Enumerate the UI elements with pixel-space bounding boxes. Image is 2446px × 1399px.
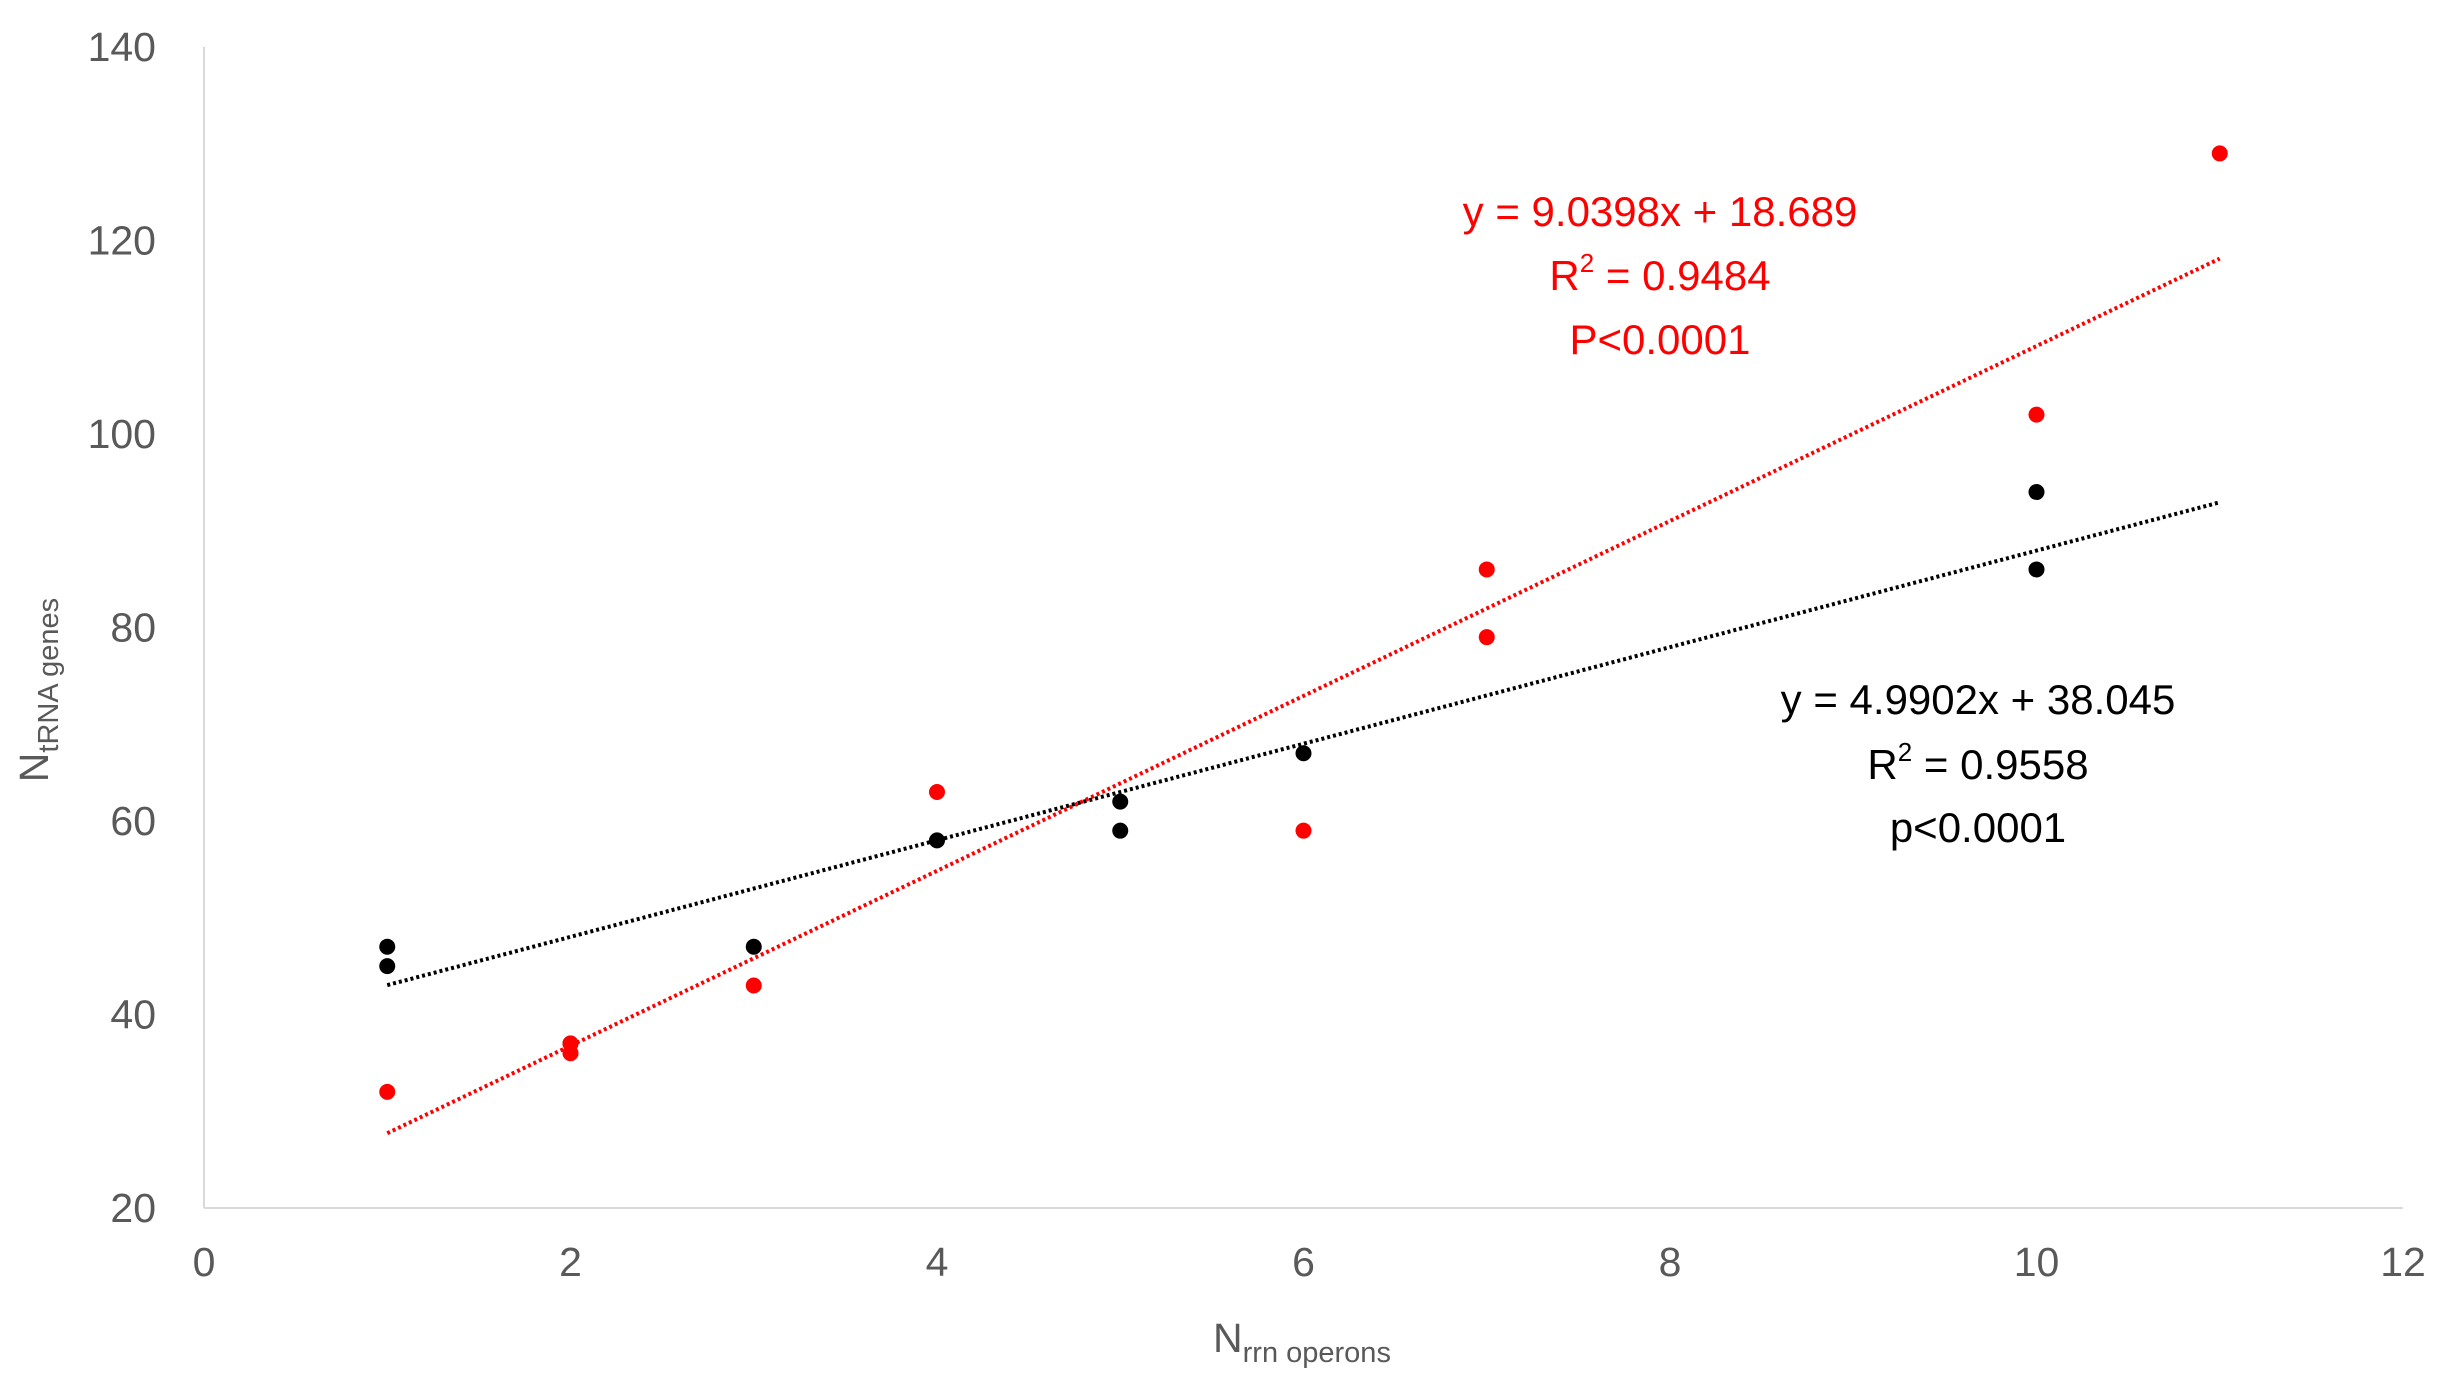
black-r-squared-value: = 0.9558 bbox=[1912, 741, 2088, 788]
black-data-point bbox=[379, 958, 396, 975]
black-data-point bbox=[379, 938, 396, 955]
red-r-squared-prefix: R bbox=[1549, 252, 1579, 299]
black-data-point bbox=[1112, 822, 1129, 839]
red-data-point bbox=[745, 977, 762, 994]
x-axis-title-main: N bbox=[1213, 1315, 1243, 1361]
red-data-point bbox=[1295, 822, 1312, 839]
trendlines bbox=[386, 256, 2221, 1136]
red-equation: y = 9.0398x + 18.689 bbox=[1463, 188, 1858, 235]
x-tick-label: 2 bbox=[559, 1239, 582, 1285]
x-tick-labels: 0 2 4 6 8 10 12 bbox=[193, 1239, 2426, 1285]
black-data-point bbox=[929, 832, 945, 849]
black-r-squared: R2 = 0.9558 bbox=[1867, 737, 2088, 788]
black-data-point bbox=[2028, 561, 2045, 578]
y-axis-title: NtRNA genes bbox=[11, 598, 65, 782]
red-data-point bbox=[2028, 406, 2045, 423]
red-data-point bbox=[2211, 145, 2228, 162]
red-p-value: P<0.0001 bbox=[1569, 316, 1750, 363]
y-tick-label: 140 bbox=[88, 24, 156, 70]
x-axis-title-subscript: rrn operons bbox=[1243, 1337, 1391, 1369]
red-data-point bbox=[1478, 629, 1495, 646]
red-r-squared: R2 = 0.9484 bbox=[1549, 248, 1770, 299]
y-tick-label: 120 bbox=[88, 218, 156, 264]
x-tick-label: 10 bbox=[2014, 1239, 2060, 1285]
axes bbox=[203, 47, 2403, 1209]
black-data-point bbox=[1295, 745, 1312, 762]
x-tick-label: 12 bbox=[2380, 1239, 2426, 1285]
red-data-point bbox=[929, 783, 945, 800]
red-data-point bbox=[379, 1083, 396, 1100]
data-points bbox=[379, 145, 2228, 1100]
black-equation: y = 4.9902x + 38.045 bbox=[1781, 676, 2176, 723]
black-p-value: p<0.0001 bbox=[1890, 804, 2066, 851]
y-tick-label: 80 bbox=[110, 605, 156, 651]
red-r-squared-sup: 2 bbox=[1580, 248, 1594, 278]
y-tick-label: 100 bbox=[88, 411, 156, 457]
black-data-point bbox=[1112, 793, 1129, 810]
red-data-point bbox=[562, 1045, 579, 1062]
y-tick-label: 40 bbox=[110, 992, 156, 1038]
black-trend-annotation: y = 4.9902x + 38.045 R2 = 0.9558 p<0.000… bbox=[1781, 676, 2176, 851]
black-r-squared-prefix: R bbox=[1867, 741, 1897, 788]
black-data-point bbox=[745, 938, 762, 955]
y-axis-title-main: N bbox=[11, 753, 57, 783]
y-tick-label: 20 bbox=[110, 1185, 156, 1231]
x-axis-title: Nrrn operons bbox=[1213, 1315, 1391, 1369]
red-r-squared-value: = 0.9484 bbox=[1594, 252, 1770, 299]
y-tick-labels: 20 40 60 80 100 120 140 bbox=[88, 24, 156, 1231]
red-data-point bbox=[1478, 561, 1495, 578]
black-trendline bbox=[386, 500, 2221, 988]
red-trend-annotation: y = 9.0398x + 18.689 R2 = 0.9484 P<0.000… bbox=[1463, 188, 1858, 363]
black-data-point bbox=[2028, 484, 2045, 501]
y-tick-label: 60 bbox=[110, 798, 156, 844]
black-r-squared-sup: 2 bbox=[1898, 737, 1912, 767]
x-tick-label: 8 bbox=[1659, 1239, 1682, 1285]
x-tick-label: 6 bbox=[1292, 1239, 1315, 1285]
x-tick-label: 4 bbox=[926, 1239, 949, 1285]
y-axis-title-subscript: tRNA genes bbox=[33, 598, 65, 753]
red-trendline bbox=[386, 256, 2221, 1136]
x-tick-label: 0 bbox=[193, 1239, 216, 1285]
